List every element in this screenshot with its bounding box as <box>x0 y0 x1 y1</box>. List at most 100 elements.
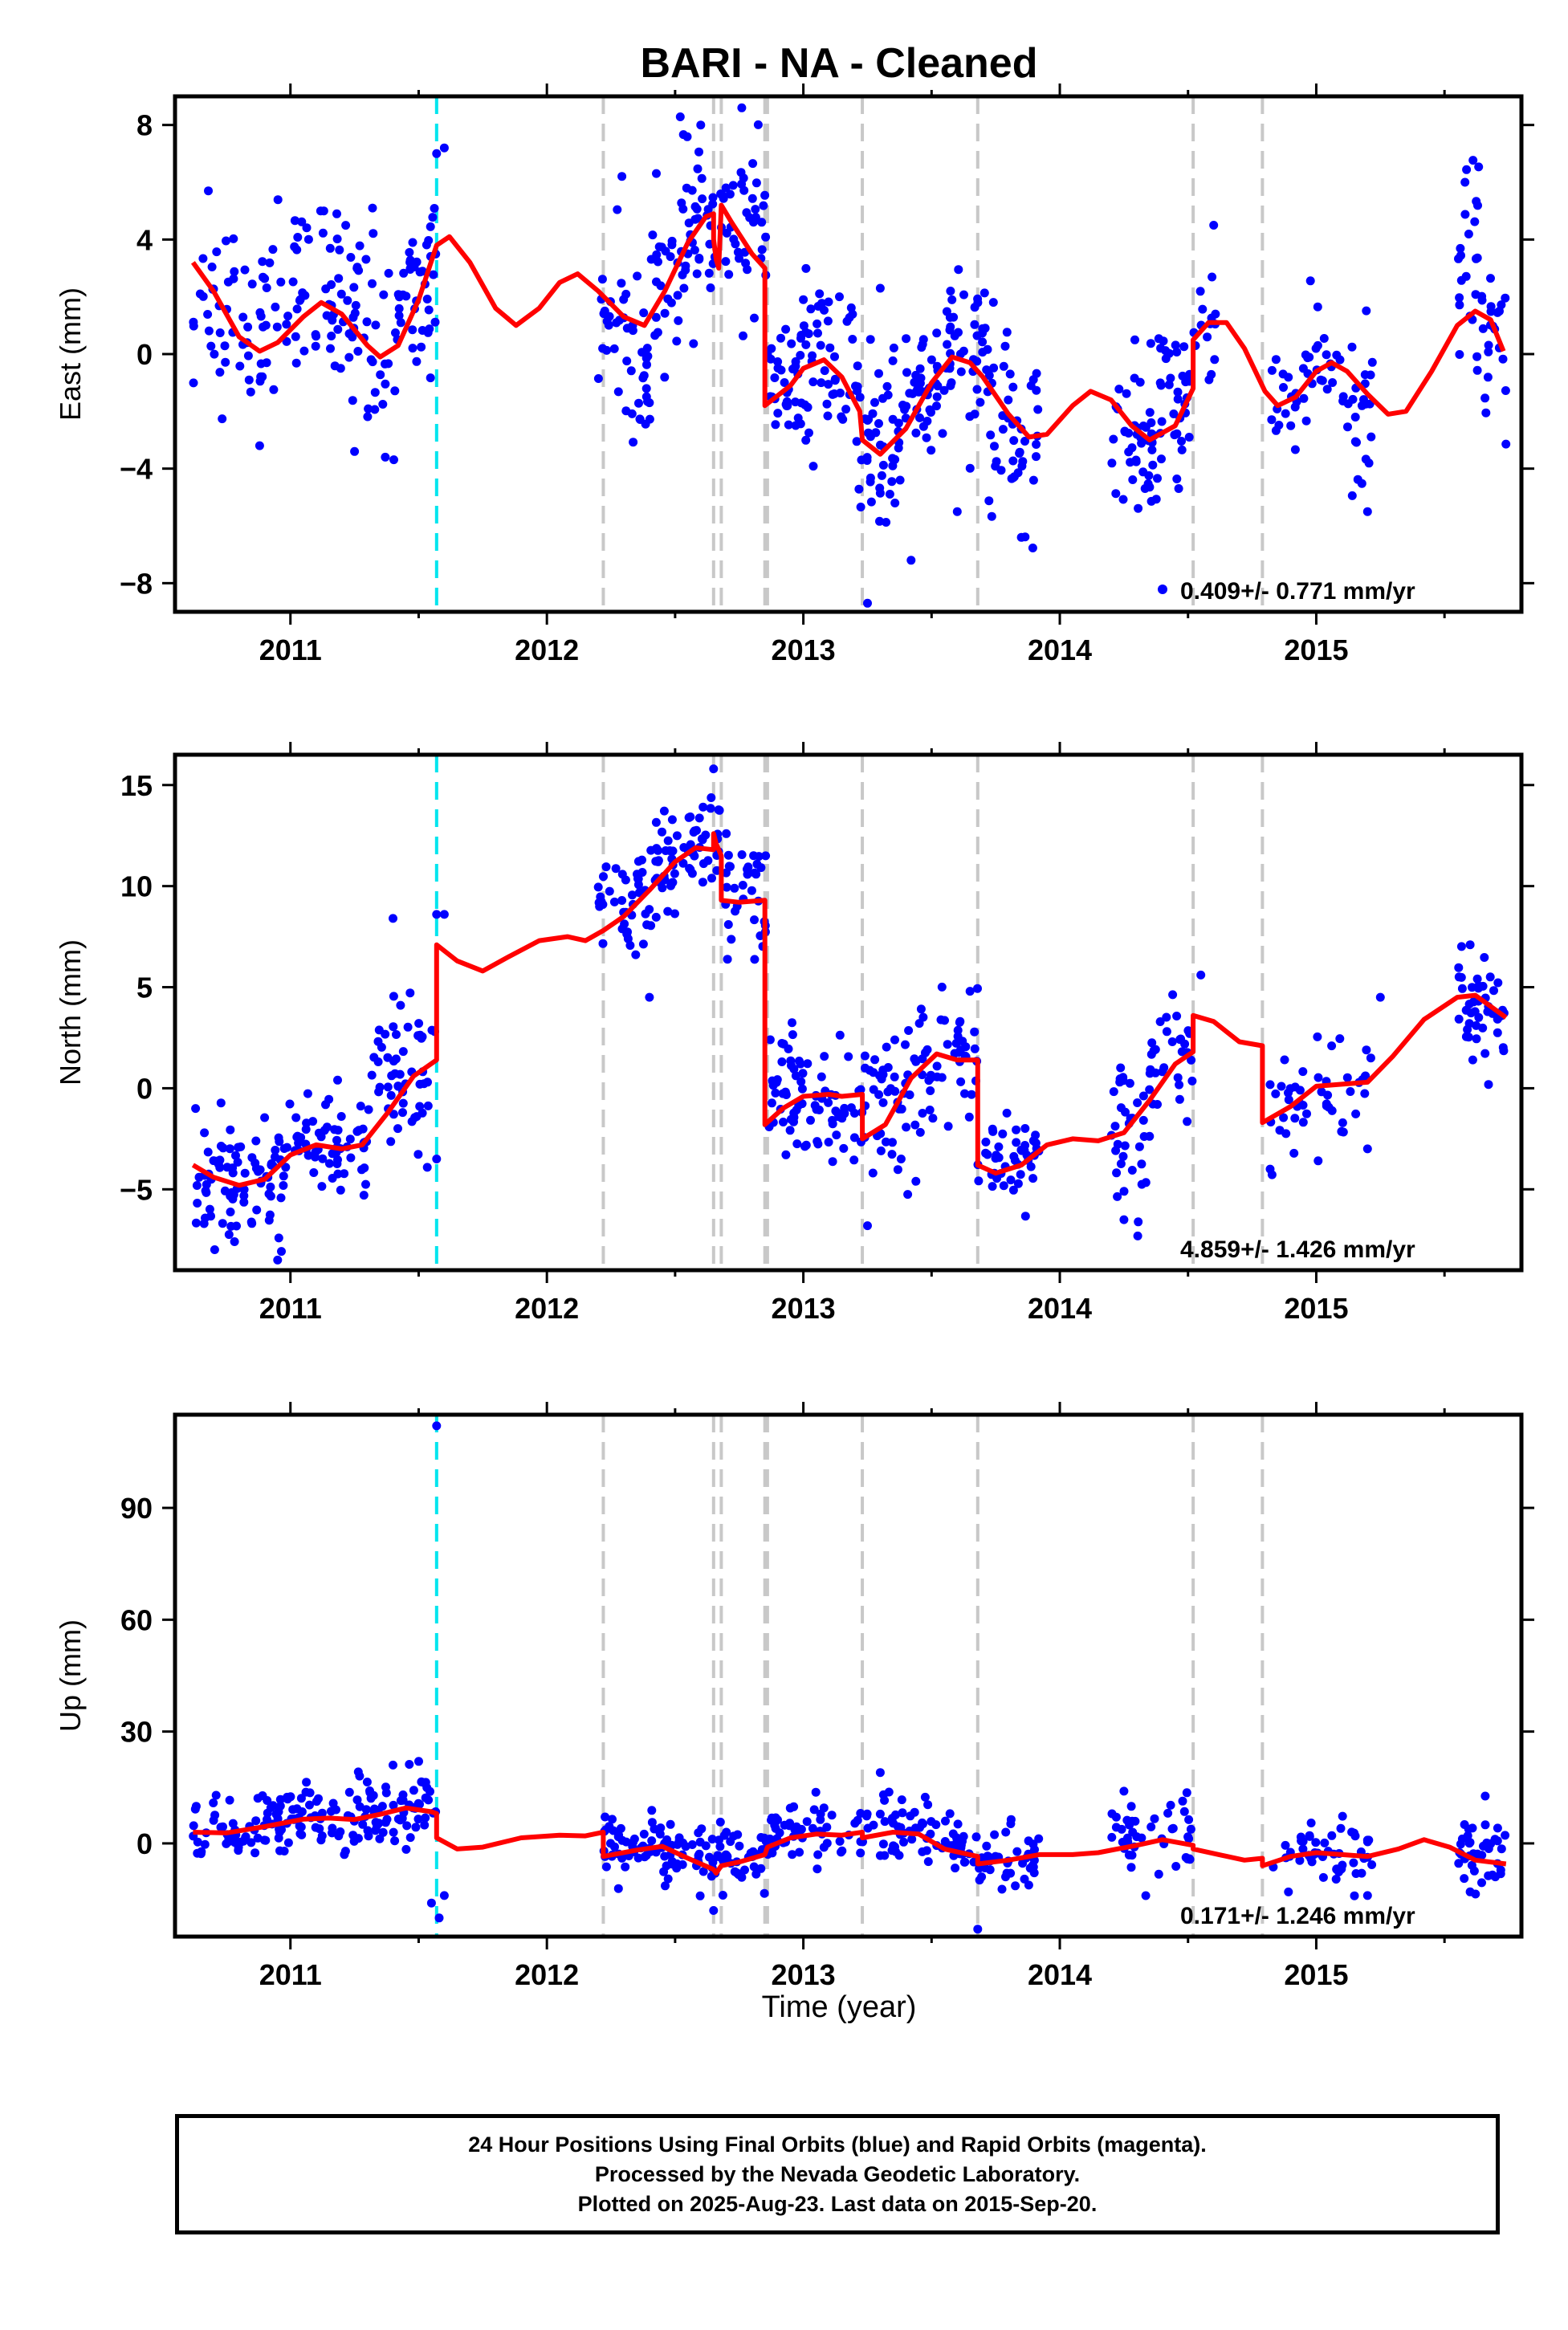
data-point <box>299 346 309 356</box>
data-point <box>1472 253 1482 263</box>
data-point <box>730 883 739 893</box>
data-point <box>1306 1819 1316 1827</box>
data-point <box>727 935 736 944</box>
data-point <box>724 862 734 871</box>
data-point <box>1172 348 1182 356</box>
data-point <box>918 1054 927 1064</box>
data-point <box>658 883 667 893</box>
data-point <box>1146 1822 1156 1831</box>
data-point <box>714 805 723 815</box>
data-point <box>1484 1080 1493 1090</box>
data-point <box>1454 1014 1464 1024</box>
data-point <box>1015 447 1024 457</box>
data-point <box>1177 437 1186 446</box>
data-point <box>911 1176 921 1186</box>
data-point <box>697 173 707 183</box>
data-point <box>620 919 629 929</box>
data-point <box>878 1098 888 1107</box>
data-point <box>925 1106 935 1114</box>
data-point <box>661 1881 670 1891</box>
data-point <box>408 325 417 335</box>
data-point <box>999 361 1008 371</box>
data-point <box>302 1778 312 1787</box>
data-point <box>291 358 301 368</box>
data-point <box>594 898 604 907</box>
data-point <box>773 364 783 373</box>
data-point <box>332 234 342 244</box>
y-axis-label: Up (mm) <box>54 1619 87 1732</box>
data-point <box>1472 365 1482 375</box>
data-point <box>209 1156 218 1166</box>
data-point <box>679 283 689 293</box>
data-point <box>946 287 955 295</box>
data-point <box>916 373 926 383</box>
data-point <box>927 446 936 455</box>
data-point <box>408 238 417 247</box>
data-point <box>373 1821 381 1831</box>
data-point <box>899 1837 908 1847</box>
data-point <box>828 1157 837 1167</box>
y-axis-label: North (mm) <box>54 939 87 1086</box>
data-point <box>895 475 905 485</box>
data-point <box>408 344 417 353</box>
data-point <box>386 1137 396 1147</box>
data-point <box>1196 970 1206 980</box>
data-point <box>690 826 699 836</box>
data-point <box>255 308 265 317</box>
data-point <box>426 373 435 383</box>
data-point <box>752 859 762 869</box>
data-point <box>383 1082 393 1092</box>
data-point <box>1350 1891 1359 1900</box>
data-point <box>1267 365 1277 375</box>
data-point <box>1350 1828 1359 1838</box>
data-point <box>266 1803 275 1812</box>
data-point <box>1113 1191 1122 1201</box>
data-point <box>426 1898 436 1908</box>
data-point <box>1159 1063 1169 1073</box>
x-tick-label: 2014 <box>1028 1292 1092 1325</box>
data-point <box>222 236 230 246</box>
data-point <box>332 1135 341 1145</box>
data-point <box>265 258 275 267</box>
data-point <box>901 1040 910 1049</box>
data-point <box>908 389 918 398</box>
data-point <box>261 320 271 330</box>
plot-area-up <box>189 1415 1510 1937</box>
data-point <box>191 1218 201 1228</box>
data-point <box>432 149 442 158</box>
data-point <box>369 229 378 238</box>
data-point <box>332 1805 340 1815</box>
data-point <box>723 955 732 964</box>
data-point <box>722 882 731 892</box>
data-point <box>992 457 1001 466</box>
data-point <box>311 1152 320 1162</box>
data-point <box>625 941 635 950</box>
data-point <box>694 1849 704 1859</box>
data-point <box>922 417 932 426</box>
data-point <box>1126 1802 1136 1811</box>
data-point <box>629 438 638 447</box>
data-point <box>813 1864 822 1874</box>
data-point <box>1491 1872 1500 1882</box>
data-point <box>942 307 951 316</box>
data-point <box>1338 392 1348 401</box>
data-point <box>390 386 400 396</box>
data-point <box>634 398 643 408</box>
data-point <box>1337 1864 1346 1874</box>
panel-east: 2011 2012 2013 2014 2015 −8 −4 0 4 8 East (mm) 0.40… <box>54 84 1534 666</box>
data-point <box>918 340 927 349</box>
data-point <box>803 1059 813 1069</box>
data-point <box>290 216 299 226</box>
data-point <box>1020 1212 1030 1221</box>
rate-label: 0.409+/- 0.771 mm/yr <box>1180 578 1415 605</box>
data-point <box>235 361 245 371</box>
data-point <box>983 344 992 354</box>
data-point <box>780 1820 789 1830</box>
data-point <box>675 112 685 121</box>
data-point <box>1153 1100 1162 1109</box>
data-point <box>722 868 731 878</box>
data-point <box>1478 324 1488 333</box>
data-point <box>878 460 888 470</box>
data-point <box>1172 429 1182 438</box>
data-point <box>1463 1024 1472 1034</box>
